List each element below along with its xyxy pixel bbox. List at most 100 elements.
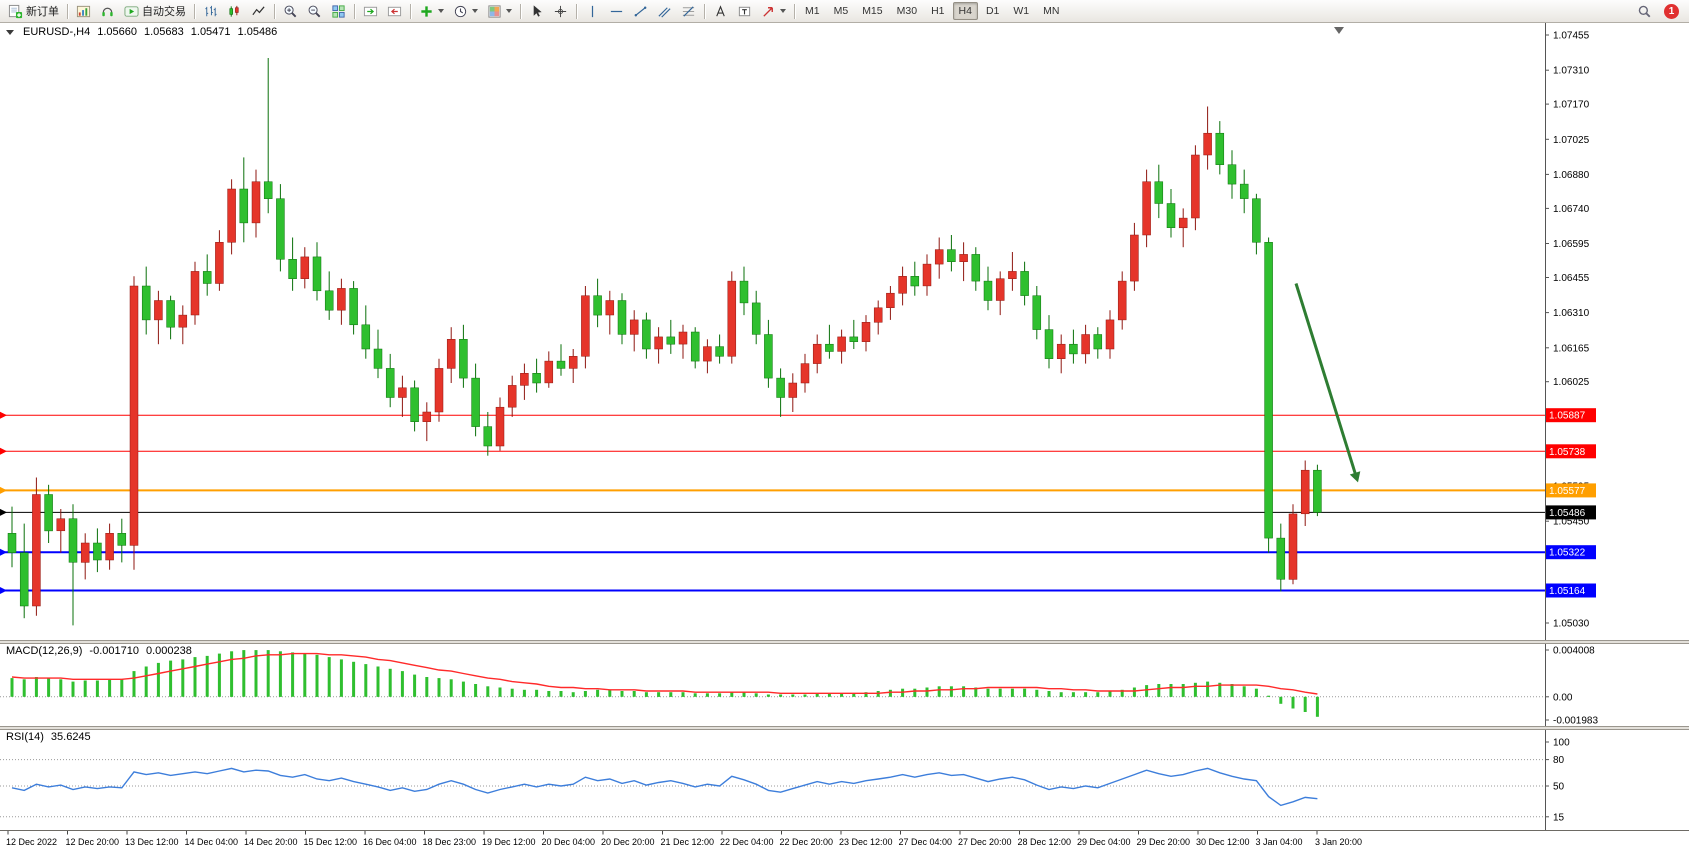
line-chart-type-button[interactable] xyxy=(247,1,270,21)
toolbar-separator xyxy=(67,3,68,19)
notification-badge[interactable]: 1 xyxy=(1664,3,1679,19)
trend-arrow[interactable] xyxy=(1294,283,1361,483)
candle xyxy=(495,397,505,451)
chart-shift-marker[interactable] xyxy=(1334,27,1344,34)
new-order-button[interactable]: 新订单 xyxy=(4,1,63,21)
macd-histogram-bar xyxy=(169,660,173,697)
timeframe-button-m1[interactable]: M1 xyxy=(799,2,826,20)
candle xyxy=(1252,193,1261,255)
macd-histogram-bar xyxy=(1023,688,1027,697)
candle xyxy=(471,363,480,437)
candlestick-chart-type-button[interactable] xyxy=(223,1,246,21)
chart-window-button[interactable] xyxy=(72,1,95,21)
templates-button[interactable] xyxy=(483,1,516,21)
cursor-button[interactable] xyxy=(525,1,548,21)
timeframe-button-h1[interactable]: H1 xyxy=(925,2,950,20)
candle xyxy=(56,509,66,553)
time-axis-label: 21 Dec 12:00 xyxy=(661,837,715,847)
market-depth-button[interactable] xyxy=(96,1,119,21)
trendline-tool-button[interactable] xyxy=(629,1,652,21)
rsi-panel[interactable]: 100 80 50 15 RSI(14) 35.6245 xyxy=(0,730,1689,830)
autotrading-play-icon xyxy=(124,5,139,17)
candle xyxy=(300,247,310,289)
candle xyxy=(1215,121,1225,175)
channel-tool-button[interactable] xyxy=(653,1,676,21)
time-axis-label: 16 Dec 04:00 xyxy=(363,837,417,847)
timeframe-button-w1[interactable]: W1 xyxy=(1007,2,1035,20)
candle xyxy=(1166,189,1176,238)
zoom-out-button[interactable] xyxy=(303,1,326,21)
bar-chart-type-button[interactable] xyxy=(199,1,222,21)
cursor-arrow-icon xyxy=(533,4,542,17)
zoom-in-button[interactable] xyxy=(279,1,302,21)
candle xyxy=(593,278,602,328)
macd-histogram-bar xyxy=(291,652,295,697)
timeframe-button-m30[interactable]: M30 xyxy=(891,2,923,20)
macd-histogram-bar xyxy=(815,693,819,697)
macd-histogram-bar xyxy=(108,679,112,697)
macd-histogram-bar xyxy=(888,689,892,697)
macd-histogram-bar xyxy=(364,664,368,697)
macd-histogram-bar xyxy=(1279,696,1283,704)
horizontal-line-tool-button[interactable] xyxy=(605,1,628,21)
candle xyxy=(1239,169,1249,214)
time-axis-label: 27 Dec 04:00 xyxy=(899,837,953,847)
macd-histogram-bar xyxy=(644,692,648,697)
toolbar-separator xyxy=(794,3,795,19)
macd-histogram-bar xyxy=(974,687,978,697)
fibonacci-tool-button[interactable] xyxy=(677,1,700,21)
macd-histogram-bar xyxy=(339,659,343,697)
arrows-tool-button[interactable] xyxy=(757,1,790,21)
candle xyxy=(117,518,127,563)
macd-histogram-bar xyxy=(230,651,234,697)
macd-histogram-bar xyxy=(681,692,685,697)
candle xyxy=(1300,460,1310,526)
macd-histogram-bar xyxy=(474,684,478,697)
chart-shift-button[interactable] xyxy=(383,1,406,21)
candle xyxy=(239,157,249,243)
macd-histogram-bar xyxy=(1169,684,1173,697)
panel-splitter[interactable] xyxy=(0,640,1689,644)
autotrading-button[interactable]: 自动交易 xyxy=(120,1,190,21)
macd-histogram-bar xyxy=(413,674,417,697)
macd-histogram-bar xyxy=(742,692,746,697)
macd-axis-label: 0.004008 xyxy=(1553,646,1595,657)
timeframe-button-mn[interactable]: MN xyxy=(1037,2,1065,20)
candle xyxy=(629,310,639,352)
fibonacci-icon xyxy=(682,5,695,17)
candle xyxy=(446,327,456,383)
crosshair-button[interactable] xyxy=(549,1,572,21)
auto-scroll-button[interactable] xyxy=(359,1,382,21)
candle xyxy=(812,334,822,374)
timeframe-button-m15[interactable]: M15 xyxy=(856,2,888,20)
text-tool-button[interactable] xyxy=(709,1,732,21)
macd-histogram-bar xyxy=(95,680,99,697)
timeframe-button-m5[interactable]: M5 xyxy=(828,2,855,20)
macd-histogram-bar xyxy=(1071,692,1075,697)
candle xyxy=(642,312,651,359)
timeframe-button-d1[interactable]: D1 xyxy=(980,2,1005,20)
tile-windows-button[interactable] xyxy=(327,1,350,21)
macd-panel[interactable]: 0.004008 0.00 -0.001983 MACD(12,26,9) -0.0… xyxy=(0,644,1689,726)
periods-button[interactable] xyxy=(449,1,482,21)
time-axis-label: 15 Dec 12:00 xyxy=(304,837,358,847)
panel-splitter[interactable] xyxy=(0,726,1689,730)
candle xyxy=(666,319,676,354)
search-button[interactable] xyxy=(1633,1,1656,21)
candle xyxy=(910,261,920,296)
macd-histogram-bar xyxy=(303,653,307,697)
price-line-label: 1.05887 xyxy=(1546,408,1596,423)
macd-histogram-bar xyxy=(1035,689,1039,697)
macd-histogram-bar xyxy=(1145,685,1149,697)
macd-histogram-bar xyxy=(1108,691,1112,697)
text-label-tool-button[interactable] xyxy=(733,1,756,21)
time-axis-label: 23 Dec 12:00 xyxy=(839,837,893,847)
macd-histogram-bar xyxy=(1242,686,1246,697)
vertical-line-tool-button[interactable] xyxy=(581,1,604,21)
time-axis[interactable]: 12 Dec 2022 12 Dec 20:00 13 Dec 12:00 14 De… xyxy=(0,830,1689,861)
macd-histogram-bar xyxy=(181,659,185,697)
main-chart-panel[interactable]: 1.07455 1.07310 1.07170 1.07025 1.06880 1.067… xyxy=(0,23,1689,640)
one-click-trading-toggle-icon[interactable] xyxy=(6,29,14,35)
indicators-button[interactable] xyxy=(415,1,448,21)
timeframe-button-h4[interactable]: H4 xyxy=(952,2,978,20)
